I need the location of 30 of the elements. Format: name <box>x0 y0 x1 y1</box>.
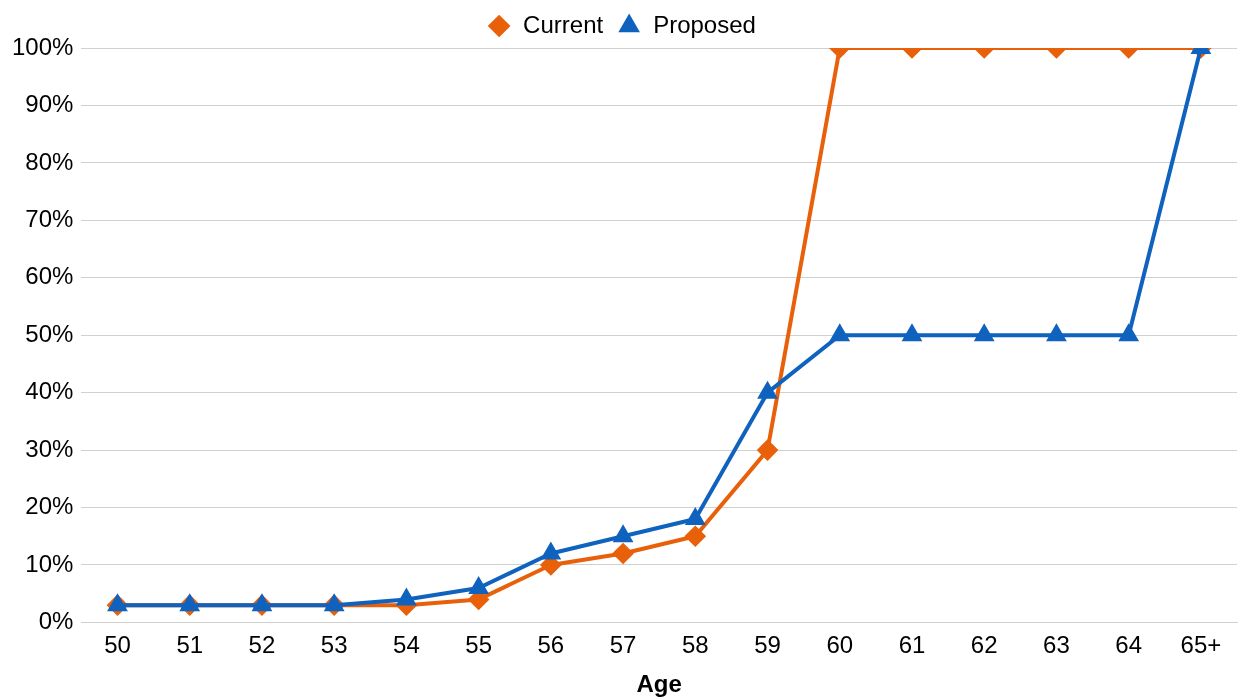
y-tick-label: 0% <box>38 607 74 635</box>
x-tick-label: 61 <box>898 631 926 659</box>
y-tick-label: 100% <box>11 32 74 60</box>
legend-label: Current <box>523 10 604 38</box>
y-tick-label: 20% <box>25 492 74 520</box>
x-tick-label: 52 <box>248 631 276 659</box>
x-tick-label: 65+ <box>1180 631 1222 659</box>
y-tick-label: 80% <box>25 147 74 175</box>
x-tick-label: 64 <box>1115 631 1143 659</box>
y-tick-label: 70% <box>25 204 74 232</box>
x-tick-label: 62 <box>970 631 998 659</box>
x-tick-label: 59 <box>754 631 781 659</box>
y-tick-label: 30% <box>25 434 74 462</box>
x-tick-label: 60 <box>826 631 854 659</box>
y-tick-label: 40% <box>25 377 74 405</box>
x-tick-label: 56 <box>537 631 565 659</box>
x-tick-label: 50 <box>104 631 131 659</box>
x-tick-label: 51 <box>176 631 204 659</box>
y-tick-label: 60% <box>25 262 74 290</box>
x-tick-label: 63 <box>1043 631 1070 659</box>
x-tick-label: 54 <box>393 631 420 659</box>
y-tick-label: 10% <box>25 549 74 577</box>
y-tick-label: 50% <box>25 319 74 347</box>
x-tick-label: 53 <box>320 631 348 659</box>
x-axis-title: Age <box>636 670 682 698</box>
x-tick-label: 55 <box>465 631 492 659</box>
legend-label: Proposed <box>653 10 756 38</box>
y-tick-label: 90% <box>25 90 74 118</box>
x-tick-label: 57 <box>609 631 637 659</box>
x-tick-label: 58 <box>681 631 709 659</box>
